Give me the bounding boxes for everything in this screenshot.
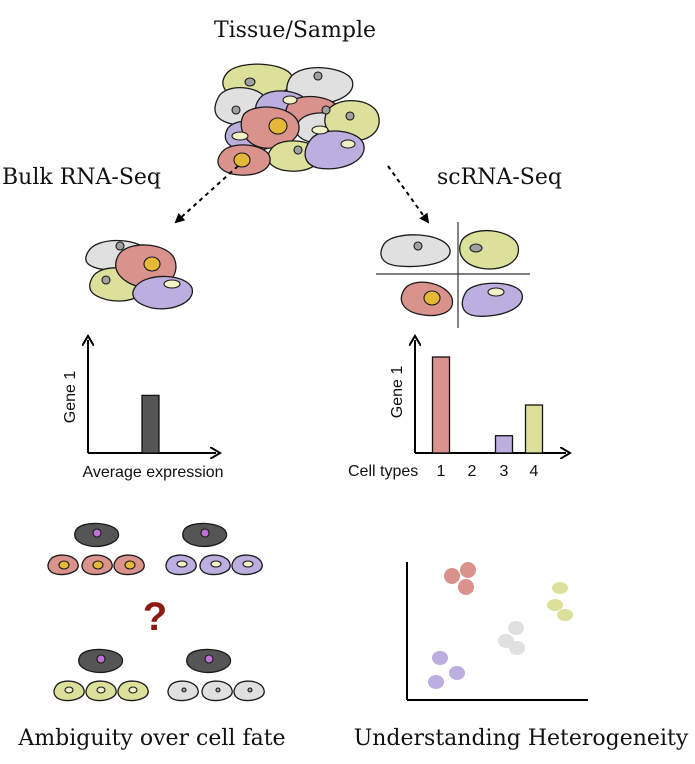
tissue-sample-title: Tissue/Sample bbox=[214, 18, 376, 43]
arrow-to-single-cell bbox=[387, 165, 430, 224]
heterogeneity-scatter bbox=[406, 562, 588, 701]
gray-cluster bbox=[498, 621, 525, 655]
sc-tick-label-2: 2 bbox=[468, 463, 477, 480]
bulk-bar bbox=[141, 394, 160, 454]
sc-tick-label-4: 4 bbox=[530, 463, 539, 480]
sc-x-label: Cell types bbox=[348, 463, 418, 480]
ambiguity-title: Ambiguity over cell fate bbox=[17, 726, 285, 751]
cell-fate-ambiguity: ? bbox=[47, 522, 265, 702]
sc-tick-labels: 1 2 3 4 bbox=[437, 463, 539, 480]
tissue-cell-cluster bbox=[214, 63, 380, 176]
pink-cluster bbox=[444, 562, 476, 595]
bulk-x-label: Average expression bbox=[82, 464, 223, 481]
bulk-y-label: Gene 1 bbox=[62, 371, 79, 424]
sc-bar-4 bbox=[524, 404, 544, 454]
purple-cluster bbox=[428, 651, 465, 689]
scrna-seq-label: scRNA-Seq bbox=[437, 165, 562, 190]
bulk-rna-seq-label: Bulk RNA-Seq bbox=[2, 165, 161, 190]
bulk-expression-chart: Gene 1 Average expression bbox=[62, 340, 224, 481]
sc-tick-label-1: 1 bbox=[437, 463, 446, 480]
sc-expression-chart: 1 2 3 4 Gene 1 Cell types bbox=[348, 340, 566, 480]
sc-bars bbox=[431, 356, 544, 454]
sc-bar-1 bbox=[431, 356, 451, 454]
sc-bar-3 bbox=[494, 435, 514, 454]
bulk-cell-clump bbox=[85, 239, 193, 310]
green-cluster bbox=[547, 582, 573, 621]
heterogeneity-title: Understanding Heterogeneity bbox=[354, 726, 689, 751]
sc-tick-label-3: 3 bbox=[500, 463, 509, 480]
sc-y-label: Gene 1 bbox=[389, 366, 406, 419]
separated-cells bbox=[376, 222, 530, 328]
arrow-to-bulk bbox=[174, 165, 239, 224]
question-mark: ? bbox=[143, 595, 167, 639]
